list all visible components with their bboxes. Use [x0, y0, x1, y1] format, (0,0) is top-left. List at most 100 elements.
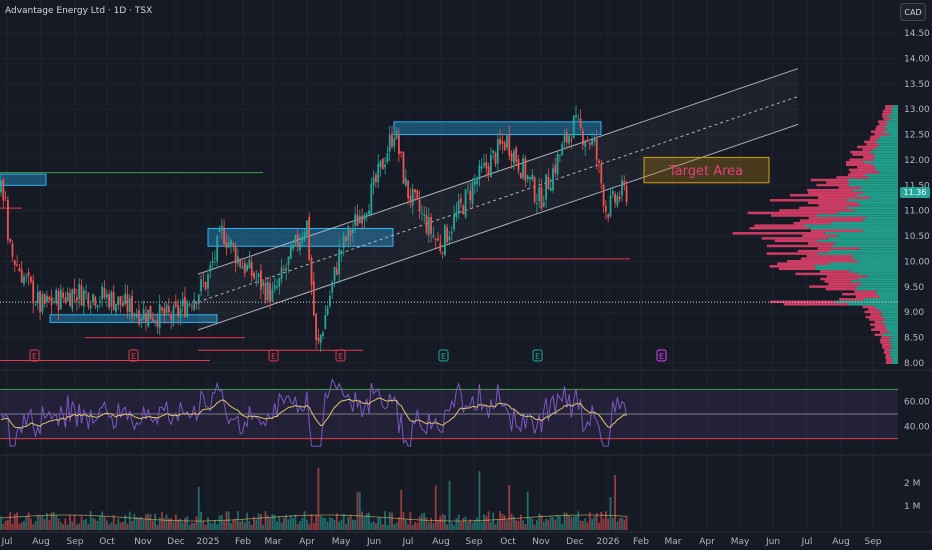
candle-body	[342, 235, 345, 249]
volume-profile-bar	[864, 298, 898, 301]
volume-profile-bar	[859, 247, 898, 250]
volume-profile-bar	[854, 290, 877, 293]
volume-bar	[92, 517, 94, 530]
candle-body	[140, 318, 143, 321]
currency-badge[interactable]: CAD	[900, 3, 926, 21]
volume-profile-bar	[866, 216, 898, 220]
volume-bar	[101, 511, 104, 530]
candle-body	[404, 178, 407, 186]
volume-bar	[575, 515, 577, 530]
volume-profile-bar	[820, 277, 859, 281]
volume-bar	[273, 514, 276, 530]
candle-body	[177, 304, 179, 317]
candle-body	[193, 299, 196, 310]
candle-body	[145, 313, 147, 323]
volume-bar	[7, 519, 9, 530]
candle-body	[536, 203, 538, 204]
candle-body	[202, 281, 205, 283]
candle-body	[605, 205, 607, 212]
volume-bar	[71, 521, 74, 530]
candle-body	[476, 180, 478, 185]
volume-bar	[163, 518, 166, 530]
candle-body	[243, 263, 246, 274]
volume-profile-bar	[864, 310, 883, 314]
candle-body	[361, 215, 363, 224]
volume-profile-bar	[891, 336, 898, 339]
volume-profile-bar	[870, 323, 886, 326]
volume-bar	[533, 524, 536, 530]
candle-body	[554, 164, 557, 174]
volume-bar	[85, 518, 87, 530]
candle-body	[46, 295, 48, 302]
volume-profile-bar	[810, 229, 863, 232]
volume-profile-bar	[778, 267, 816, 271]
candle-body	[124, 293, 127, 304]
volume-profile-bar	[826, 181, 850, 184]
volume-bar	[269, 517, 271, 530]
volume-profile-bar	[797, 249, 830, 253]
candle-body	[89, 305, 92, 309]
volume-bar	[593, 516, 596, 530]
candle-body	[326, 307, 329, 315]
volume-bar	[614, 475, 616, 530]
candle-body	[34, 304, 37, 305]
candle-body	[172, 305, 175, 324]
volume-bar	[234, 519, 237, 530]
candle-body	[614, 193, 616, 203]
x-tick-label: Jul	[801, 537, 813, 547]
y-tick-label: 14.00	[904, 54, 930, 64]
volume-bar	[306, 519, 308, 530]
candle-body	[395, 130, 398, 139]
candle-body	[471, 182, 474, 204]
volume-bar	[547, 519, 550, 530]
volume-profile-bar	[891, 117, 898, 121]
candle-body	[158, 303, 161, 329]
volume-bar	[62, 524, 64, 530]
earnings-marker	[128, 349, 139, 362]
candle-body	[499, 138, 501, 145]
volume-profile-bar	[769, 300, 836, 304]
volume-bar	[264, 511, 267, 530]
volume-profile-bar	[874, 133, 890, 136]
volume-bar	[338, 521, 340, 530]
volume-bar	[257, 513, 260, 530]
volume-profile-bar	[793, 221, 832, 225]
volume-bar	[540, 515, 543, 530]
candle-body	[71, 289, 74, 310]
candle-body	[388, 135, 391, 152]
volume-bar	[398, 517, 400, 530]
candle-body	[565, 132, 568, 143]
volume-bar	[154, 513, 156, 530]
candle-body	[582, 131, 584, 145]
candle-body	[423, 214, 426, 216]
volume-bar	[27, 512, 30, 530]
volume-bar	[25, 516, 28, 530]
volume-profile-bar	[848, 168, 876, 172]
volume-bar	[43, 519, 46, 530]
candle-body	[292, 244, 294, 249]
candle-body	[448, 236, 451, 240]
volume-profile-bar	[804, 224, 898, 227]
volume-bar	[487, 511, 490, 530]
candle-body	[255, 278, 258, 280]
candle-body	[4, 197, 7, 199]
volume-profile-bar	[871, 328, 887, 331]
candle-body	[338, 249, 340, 275]
volume-bar	[434, 485, 437, 530]
volume-profile-bar	[850, 150, 870, 154]
volume-bar	[115, 524, 117, 530]
volume-bar	[271, 513, 274, 530]
x-tick-label: Apr	[699, 537, 715, 547]
volume-profile-bar	[855, 295, 880, 298]
volume-bar	[89, 511, 92, 530]
volume-profile-bar	[880, 135, 898, 139]
volume-bar	[197, 486, 200, 530]
volume-bar	[181, 522, 184, 530]
x-tick-label: Apr	[299, 537, 315, 547]
volume-profile-bar	[884, 125, 898, 128]
volume-bar	[131, 520, 133, 530]
volume-profile-bar	[891, 110, 898, 113]
candle-body	[151, 318, 154, 322]
